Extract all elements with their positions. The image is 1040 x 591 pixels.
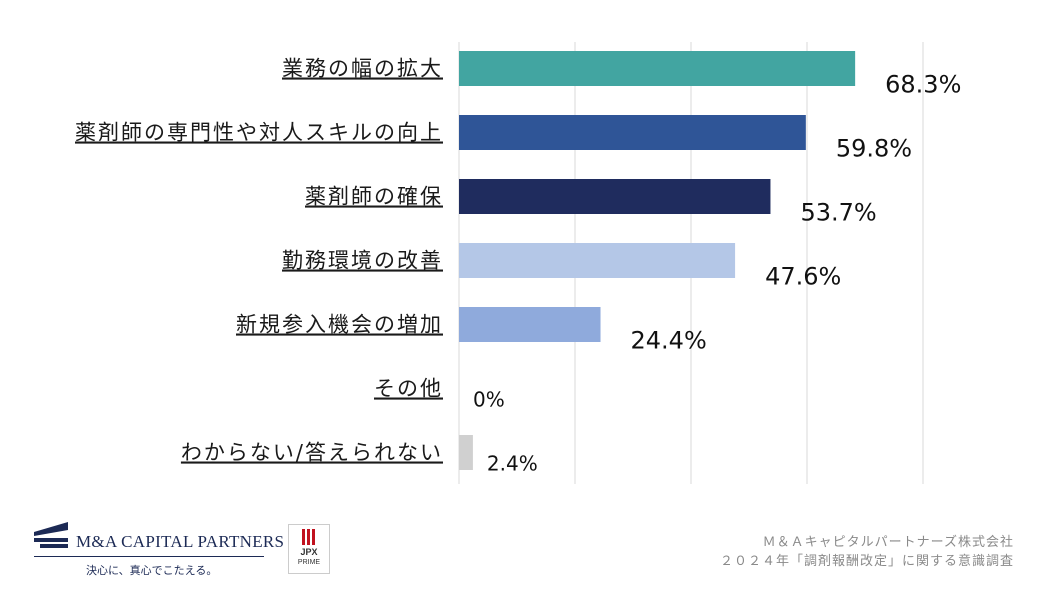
category-label: 薬剤師の確保 bbox=[305, 185, 443, 209]
category-labels: 業務の幅の拡大薬剤師の専門性や対人スキルの向上薬剤師の確保勤務環境の改善新規参入… bbox=[75, 57, 443, 465]
category-label: 勤務環境の改善 bbox=[282, 249, 443, 273]
jpx-label: JPX bbox=[300, 547, 318, 557]
value-labels: 68.3% 59.8% 53.7% 47.6% 24.4% 0% 2.4% bbox=[473, 71, 961, 476]
company-tagline: 決心に、真心でこたえる。 bbox=[86, 565, 218, 577]
category-label: 新規参入機会の増加 bbox=[236, 313, 443, 337]
company-logo: M&A CAPITAL PARTNERS 決心に、真心でこたえる。 bbox=[34, 520, 284, 580]
jpx-mark-icon bbox=[302, 529, 315, 545]
bar bbox=[459, 115, 806, 150]
bar bbox=[459, 51, 856, 86]
value-label: 47.6% bbox=[765, 263, 841, 291]
value-label: 0% bbox=[473, 388, 505, 412]
bars bbox=[459, 51, 856, 470]
bar-chart: 業務の幅の拡大薬剤師の専門性や対人スキルの向上薬剤師の確保勤務環境の改善新規参入… bbox=[75, 42, 961, 484]
value-label: 68.3% bbox=[885, 71, 961, 99]
company-logo-mark-icon bbox=[34, 522, 68, 548]
source-note: Ｍ＆Ａキャピタルパートナーズ株式会社 ２０２４年「調剤報酬改定」に関する意識調査 bbox=[720, 533, 1014, 571]
source-survey: ２０２４年「調剤報酬改定」に関する意識調査 bbox=[719, 554, 1014, 569]
value-label: 2.4% bbox=[487, 452, 538, 476]
category-label: 薬剤師の専門性や対人スキルの向上 bbox=[75, 121, 443, 145]
category-label: わからない/答えられない bbox=[181, 441, 443, 465]
bar bbox=[459, 307, 601, 342]
category-label: 業務の幅の拡大 bbox=[282, 57, 443, 81]
value-label: 24.4% bbox=[631, 327, 707, 355]
value-label: 53.7% bbox=[800, 199, 876, 227]
bar bbox=[459, 179, 771, 214]
logo-divider bbox=[34, 556, 264, 557]
bar bbox=[459, 435, 473, 470]
jpx-prime-badge: JPX PRIME bbox=[288, 524, 330, 574]
company-logo-text: M&A CAPITAL PARTNERS bbox=[76, 532, 285, 551]
category-label: その他 bbox=[374, 377, 443, 401]
bar bbox=[459, 243, 736, 278]
value-label: 59.8% bbox=[836, 135, 912, 163]
source-company: Ｍ＆Ａキャピタルパートナーズ株式会社 bbox=[762, 535, 1014, 550]
prime-label: PRIME bbox=[297, 559, 321, 566]
